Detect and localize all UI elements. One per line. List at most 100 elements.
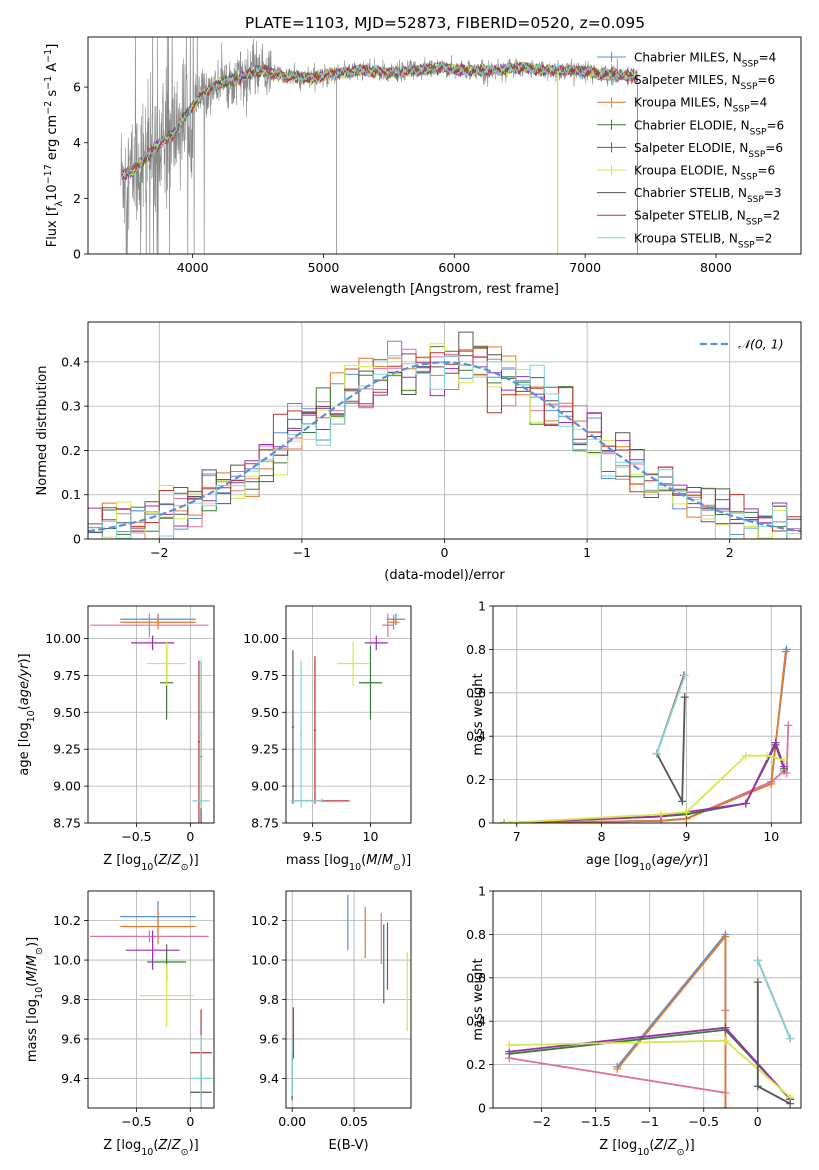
legend-label: Salpeter STELIB, NSSP=2: [634, 209, 780, 228]
y-tick-label: 6: [73, 80, 81, 95]
x-tick-label: 5000: [308, 260, 340, 275]
y-tick-label: 0.2: [466, 772, 486, 787]
y-axis-label: Flux [fλ10−17 erg cm−2 s−1 A−1]: [43, 44, 65, 248]
x-tick-label: −1: [640, 1114, 658, 1129]
y-tick-label: 0: [73, 247, 81, 262]
weight-line-kroupa-stelib: [756, 960, 792, 1039]
x-tick-label: −2: [150, 545, 168, 560]
weight-line-kroupa-miles: [503, 651, 787, 823]
y-tick-label: 9.00: [53, 779, 81, 794]
legend-label: Chabrier ELODIE, NSSP=6: [634, 118, 784, 137]
mass-weight-vs-Z-panel: −2 −1.5 −1 −0.5 0 0 0.2 0.4 0.6 0.8 1 Z [log10(Z/Z⊙…: [466, 884, 802, 1158]
observed-spectrum: [120, 37, 638, 254]
weight-line-chabrier-elodie: [503, 742, 785, 823]
y-tick-label: 0.1: [61, 487, 81, 502]
y-tick-label: 9.50: [53, 705, 81, 720]
y-tick-label: 10.0: [53, 953, 81, 968]
y-tick-label: 4: [73, 135, 81, 150]
axes-frame: [87, 890, 215, 1109]
y-tick-label: 1: [478, 884, 486, 899]
x-tick-label: 4000: [177, 260, 209, 275]
legend-label: Salpeter MILES, NSSP=6: [634, 73, 775, 92]
x-tick-label: −1.5: [580, 1114, 610, 1129]
y-tick-label: 9.75: [53, 668, 81, 683]
x-axis-label: E(B-V): [328, 1138, 368, 1153]
y-tick-label: 1: [478, 599, 486, 614]
y-tick-label: 0.8: [466, 642, 486, 657]
x-tick-label: 0: [441, 545, 449, 560]
x-tick-label: −0.5: [121, 1114, 151, 1129]
residuals-panel: −2 −1 0 1 2 0 0.1 0.2 0.3 0.4 𝒩(0, 1) (data-model)/…: [35, 321, 802, 583]
x-tick-label: 0.05: [340, 1114, 368, 1129]
weight-line-salpeter-elodie: [503, 740, 785, 823]
y-axis-label: mass [log10(M/M⊙)]: [25, 937, 45, 1062]
x-axis-label: Z [log10(Z/Z⊙)]: [103, 853, 198, 873]
y-tick-label: 9.8: [259, 992, 279, 1007]
weight-line-salpeter-miles: [503, 725, 790, 823]
age-vs-mass-panel: 9.5 10 8.75 9.00 9.25 9.50 9.75 10.00 mass [log1…: [243, 605, 412, 873]
y-axis-label: mass weight: [471, 958, 486, 1040]
y-tick-label: 10.0: [251, 953, 279, 968]
y-tick-label: 9.4: [61, 1071, 81, 1086]
y-tick-label: 9.50: [251, 705, 279, 720]
axes-frame: [87, 36, 802, 255]
x-axis-label: age [log10(age/yr)]: [586, 853, 708, 873]
y-tick-label: 10.2: [53, 913, 81, 928]
plot-area: [505, 930, 795, 1108]
weight-line-kroupa-miles: [616, 934, 727, 1108]
y-tick-label: 9.25: [251, 742, 279, 757]
x-tick-label: 7000: [569, 260, 601, 275]
x-tick-label: 1: [583, 545, 591, 560]
y-axis-label: age [log10(age/yr)]: [17, 653, 37, 775]
y-axis-label: mass weight: [471, 673, 486, 755]
spectrum-panel: 4000 5000 6000 7000 8000 0 2 4 6 Chabrier MILES, …: [43, 36, 802, 297]
x-tick-label: 8: [598, 829, 606, 844]
legend-label: Kroupa ELODIE, NSSP=6: [634, 164, 775, 183]
x-axis-label: wavelength [Angstrom, rest frame]: [330, 282, 559, 297]
weight-line-kroupa-elodie: [503, 754, 785, 823]
y-tick-label: 0.3: [61, 399, 81, 414]
y-tick-label: 9.8: [61, 992, 81, 1007]
weight-line-kroupa-stelib: [655, 675, 686, 754]
spectrum-plot-area: [120, 37, 638, 254]
x-tick-label: 0: [186, 829, 194, 844]
axes-frame: [285, 605, 412, 824]
y-tick-label: 0: [478, 1101, 486, 1116]
y-tick-label: 10.00: [45, 631, 81, 646]
axes-frame: [492, 605, 802, 824]
y-tick-label: 9.25: [53, 742, 81, 757]
x-axis-label: mass [log10(M/M⊙)]: [286, 853, 411, 873]
x-tick-label: 0: [186, 1114, 194, 1129]
x-tick-label: 8000: [700, 260, 732, 275]
y-tick-label: 0.2: [466, 1057, 486, 1072]
normal-curve: [88, 361, 801, 533]
y-tick-label: 0.4: [466, 1014, 486, 1029]
model-spectrum-salpeter-stelib: [121, 61, 638, 180]
x-tick-label: 7: [513, 829, 521, 844]
y-tick-label: 0: [73, 532, 81, 547]
mass-vs-ebv-panel: 0.00 0.05 9.4 9.6 9.8 10.0 10.2 E(B-V): [251, 890, 412, 1153]
y-tick-label: 0.2: [61, 443, 81, 458]
y-tick-label: 9.6: [259, 1031, 279, 1046]
x-tick-label: −2: [532, 1114, 550, 1129]
x-tick-label: 6000: [438, 260, 470, 275]
y-tick-label: 10.2: [251, 913, 279, 928]
y-tick-label: 2: [73, 191, 81, 206]
x-axis-label: Z [log10(Z/Z⊙)]: [599, 1138, 694, 1158]
legend-label: Kroupa STELIB, NSSP=2: [634, 231, 772, 250]
x-tick-label: 0: [754, 1114, 762, 1129]
spectrum-legend: Chabrier MILES, NSSP=4 Salpeter MILES, NS…: [597, 51, 784, 250]
x-tick-label: 9.5: [303, 829, 323, 844]
axes-frame: [87, 321, 802, 540]
mass-weight-vs-age-panel: 7 8 9 10 0 0.2 0.4 0.6 0.8 1 age [log10(age/yr)] ma…: [466, 599, 802, 873]
plot-area: [500, 645, 793, 823]
legend-label: Kroupa MILES, NSSP=4: [634, 96, 767, 115]
legend-label: Chabrier STELIB, NSSP=3: [634, 186, 782, 205]
plot-area: [290, 613, 406, 809]
x-tick-label: 2: [726, 545, 734, 560]
x-tick-label: 0.00: [278, 1114, 306, 1129]
histogram-kroupa-stelib: [88, 355, 801, 539]
y-tick-label: 8.75: [251, 816, 279, 831]
y-tick-label: 0.8: [466, 927, 486, 942]
y-tick-label: 9.6: [61, 1031, 81, 1046]
